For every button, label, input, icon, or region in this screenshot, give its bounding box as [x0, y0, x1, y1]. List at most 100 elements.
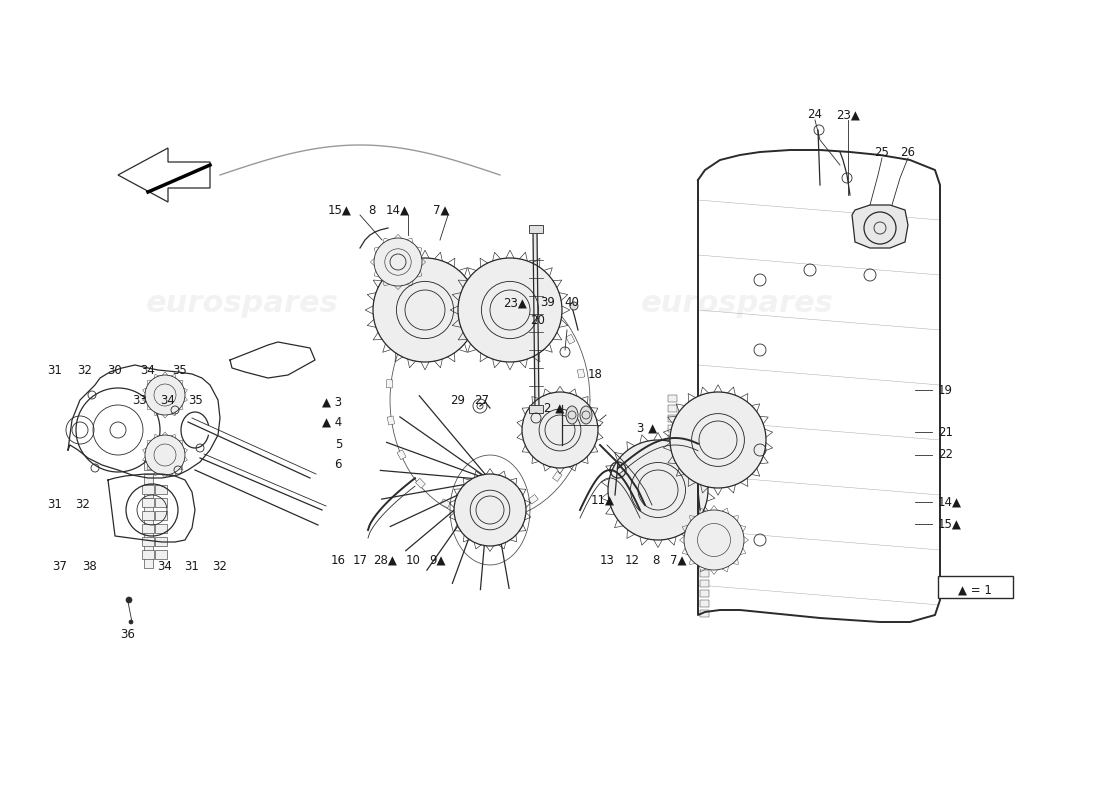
Bar [441, 499, 450, 508]
Bar [552, 471, 562, 482]
Bar [500, 508, 509, 516]
Text: 11▲: 11▲ [591, 494, 615, 506]
Bar [142, 550, 154, 559]
Text: 31: 31 [47, 363, 63, 377]
Text: 34: 34 [157, 561, 173, 574]
Text: 6: 6 [334, 458, 342, 470]
Polygon shape [852, 205, 907, 248]
Text: 5: 5 [334, 438, 342, 450]
Bar [668, 475, 676, 482]
Bar [143, 530, 153, 540]
Text: 31: 31 [47, 498, 63, 511]
Bar [143, 502, 153, 512]
Circle shape [129, 620, 133, 624]
Bar [143, 488, 153, 498]
Text: 7▲: 7▲ [670, 554, 686, 566]
Circle shape [692, 414, 745, 466]
Bar [668, 445, 676, 452]
Bar [528, 494, 538, 504]
Text: 10: 10 [406, 554, 420, 566]
Bar [668, 405, 676, 412]
Circle shape [373, 258, 477, 362]
Bar [668, 415, 676, 422]
Bar [142, 524, 154, 533]
Bar [142, 485, 154, 494]
Text: 36: 36 [121, 629, 135, 642]
Text: 31: 31 [185, 561, 199, 574]
Circle shape [570, 302, 578, 310]
Ellipse shape [580, 406, 592, 424]
Bar [463, 278, 472, 286]
Text: eurospares: eurospares [145, 290, 339, 318]
Text: 21: 21 [938, 426, 953, 438]
Bar [155, 485, 167, 494]
Text: 35: 35 [173, 363, 187, 377]
Bar [142, 537, 154, 546]
Bar [668, 455, 676, 462]
Bar [155, 498, 167, 507]
Bar [394, 343, 402, 353]
Text: 35: 35 [188, 394, 204, 406]
Text: 23▲: 23▲ [836, 109, 860, 122]
Text: 15▲: 15▲ [328, 203, 352, 217]
Circle shape [458, 258, 562, 362]
Text: 14▲: 14▲ [938, 495, 962, 509]
Bar [142, 498, 154, 507]
Circle shape [630, 462, 685, 518]
Bar [433, 290, 443, 299]
Text: ▲ 4: ▲ 4 [321, 415, 342, 429]
Text: 13: 13 [600, 554, 615, 566]
Ellipse shape [566, 406, 578, 424]
Bar [155, 511, 167, 520]
Circle shape [145, 375, 185, 415]
Text: 14▲: 14▲ [386, 203, 410, 217]
Text: 32: 32 [78, 363, 92, 377]
Text: 33: 33 [133, 394, 147, 406]
Circle shape [539, 409, 581, 451]
Circle shape [454, 474, 526, 546]
Bar [410, 313, 419, 322]
Bar [387, 416, 395, 425]
Text: 37: 37 [53, 561, 67, 574]
Text: 32: 32 [76, 498, 90, 511]
Bar [470, 510, 478, 517]
Bar [668, 435, 676, 442]
Bar [143, 558, 153, 568]
Bar [397, 450, 406, 460]
Bar [700, 590, 710, 597]
Text: 8: 8 [652, 554, 660, 566]
Text: 15▲: 15▲ [938, 518, 961, 530]
Circle shape [482, 282, 539, 338]
Text: 22: 22 [938, 449, 953, 462]
Bar [143, 544, 153, 554]
Text: 39: 39 [540, 297, 556, 310]
Circle shape [697, 523, 730, 557]
Circle shape [154, 384, 176, 406]
Circle shape [145, 435, 185, 475]
Circle shape [608, 440, 708, 540]
Bar [493, 278, 502, 284]
Bar [155, 550, 167, 559]
Bar [521, 286, 531, 295]
Bar [155, 524, 167, 533]
Text: 17: 17 [352, 554, 367, 566]
Text: 40: 40 [564, 297, 580, 310]
Bar [547, 306, 557, 316]
Text: 32: 32 [212, 561, 228, 574]
Bar [565, 334, 575, 344]
Text: ▲ 3: ▲ 3 [322, 395, 342, 409]
Text: 7▲: 7▲ [433, 203, 450, 217]
Bar [700, 570, 710, 577]
Bar [155, 537, 167, 546]
Circle shape [670, 392, 766, 488]
Bar [143, 516, 153, 526]
Bar [580, 406, 585, 414]
Bar [938, 576, 1013, 598]
Text: 34: 34 [141, 363, 155, 377]
Bar [700, 610, 710, 617]
Text: 34: 34 [161, 394, 175, 406]
Text: 38: 38 [82, 561, 98, 574]
Text: 24: 24 [807, 109, 823, 122]
Bar [529, 225, 543, 233]
Bar [668, 465, 676, 472]
